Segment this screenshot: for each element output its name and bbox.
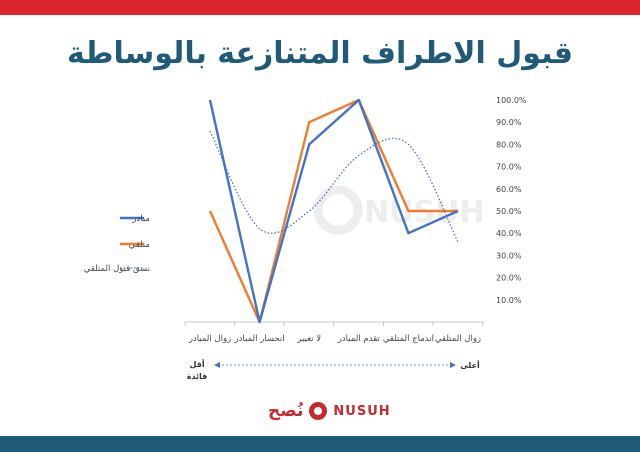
x-tick-label: زوال المتلقي: [435, 334, 481, 344]
y-tick-label: 10.0%: [496, 296, 522, 305]
logo-mark-icon: [309, 402, 328, 420]
y-tick-label: 20.0%: [496, 274, 522, 283]
y-tick-label: 100.0%: [496, 96, 527, 105]
y-tick-label: 50.0%: [496, 207, 522, 216]
y-tick-label: 30.0%: [496, 251, 522, 260]
y-tick-label: 90.0%: [496, 118, 522, 127]
series-line-initiator: [208, 98, 459, 324]
scale-label-less: أقل: [189, 359, 204, 369]
x-tick-label: اندماج المتلقي: [383, 334, 434, 344]
y-tick-label: 80.0%: [496, 140, 522, 149]
x-tick-label: لا تغيير: [296, 334, 321, 344]
x-tick-label: زوال المبادر: [188, 334, 231, 344]
logo-arabic-text: نُصح: [268, 401, 304, 421]
x-tick-label: انحسار المبادر: [234, 334, 285, 344]
series-line-receiver: [208, 98, 458, 324]
y-tick-label: 60.0%: [496, 185, 522, 194]
legend-label: مبادر: [131, 214, 150, 224]
brand-logo: نُصح NUSUH: [268, 398, 391, 424]
legend-label: متلقي: [129, 240, 150, 250]
legend-label: نسق قبول المتلقي: [84, 264, 150, 274]
watermark-icon: [313, 185, 363, 235]
watermark: NUSUH: [313, 185, 485, 235]
scale-arrow-right-icon: [450, 362, 456, 368]
watermark-text: NUSUH: [364, 195, 485, 230]
bottom-accent-bar: [0, 436, 640, 452]
scale-arrow-left-icon: [214, 362, 220, 368]
scale-label-more: أعلى: [460, 360, 480, 370]
series-line-trend: [209, 130, 459, 243]
top-accent-bar: [0, 0, 640, 15]
y-tick-label: 70.0%: [496, 163, 522, 172]
scale-label-less: فائدة: [187, 372, 208, 381]
page-title: قبول الاطراف المتنازعة بالوساطة: [67, 36, 573, 71]
logo-latin-text: NUSUH: [333, 403, 391, 419]
x-tick-label: تقدم المبادر: [337, 334, 381, 344]
y-tick-label: 40.0%: [496, 229, 522, 238]
